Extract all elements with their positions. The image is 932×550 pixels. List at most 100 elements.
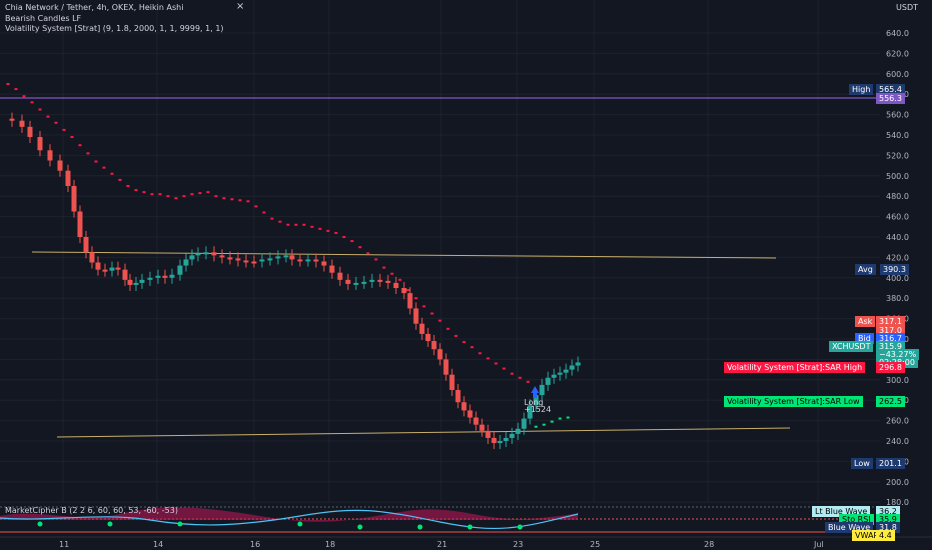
- candle[interactable]: [497, 435, 503, 450]
- candle[interactable]: [133, 276, 139, 291]
- candle[interactable]: [139, 273, 145, 289]
- candle[interactable]: [345, 273, 351, 290]
- candle[interactable]: [491, 431, 497, 450]
- candle[interactable]: [377, 273, 383, 287]
- candle[interactable]: [443, 353, 449, 381]
- candle[interactable]: [551, 368, 557, 384]
- candle[interactable]: [361, 275, 367, 289]
- candle[interactable]: [57, 154, 63, 177]
- candle[interactable]: [297, 253, 303, 267]
- candle[interactable]: [77, 205, 83, 244]
- candle[interactable]: [569, 359, 575, 376]
- high-line-price-tag: 556.3: [876, 93, 905, 104]
- osc-wave-red: [0, 507, 579, 522]
- candle[interactable]: [177, 259, 183, 281]
- candle[interactable]: [385, 274, 391, 289]
- resistance-trend-line[interactable]: [31, 251, 777, 259]
- candle[interactable]: [71, 180, 77, 218]
- candle[interactable]: [189, 249, 195, 266]
- candle[interactable]: [162, 269, 168, 284]
- candle[interactable]: [485, 424, 491, 444]
- candle[interactable]: [37, 131, 43, 157]
- candle[interactable]: [195, 247, 201, 262]
- candle[interactable]: [527, 399, 533, 425]
- support-trend-line[interactable]: [56, 427, 791, 438]
- candle[interactable]: [329, 259, 335, 279]
- candle[interactable]: [243, 254, 249, 268]
- sar-high-dot: [414, 297, 418, 300]
- candle[interactable]: [503, 431, 509, 447]
- candle[interactable]: [95, 256, 101, 276]
- candle[interactable]: [65, 164, 71, 192]
- candle[interactable]: [407, 287, 413, 315]
- candle[interactable]: [115, 261, 121, 276]
- candle[interactable]: [461, 396, 467, 417]
- candle[interactable]: [89, 246, 95, 269]
- vwap-value-tag: 4.4: [876, 530, 895, 541]
- marketcipher-panel[interactable]: [0, 503, 880, 536]
- candle[interactable]: [425, 327, 431, 348]
- legend-indicator-2[interactable]: Volatility System [Strat] (9, 1.8, 2000,…: [5, 24, 224, 33]
- candle[interactable]: [183, 253, 189, 272]
- candle[interactable]: [509, 427, 515, 444]
- sar-high-dot: [510, 372, 514, 375]
- candle[interactable]: [545, 371, 551, 391]
- candle[interactable]: [305, 253, 311, 267]
- candle[interactable]: [275, 250, 281, 265]
- legend-indicator-1[interactable]: Bearish Candles LF: [5, 13, 82, 23]
- candle[interactable]: [431, 335, 437, 356]
- candle[interactable]: [575, 356, 581, 372]
- candle[interactable]: [155, 269, 161, 284]
- candle[interactable]: [539, 378, 545, 402]
- candle[interactable]: [521, 412, 527, 435]
- candle[interactable]: [235, 252, 241, 267]
- candle[interactable]: [369, 273, 375, 288]
- candle[interactable]: [515, 422, 521, 440]
- candle[interactable]: [169, 268, 175, 284]
- candle[interactable]: [27, 120, 33, 144]
- candle[interactable]: [19, 114, 25, 133]
- candle[interactable]: [127, 273, 133, 291]
- legend-symbol-line[interactable]: Chia Network / Tether, 4h, OKEX, Heikin …: [5, 3, 184, 12]
- candle[interactable]: [563, 363, 569, 379]
- candle[interactable]: [147, 271, 153, 286]
- candle[interactable]: [211, 246, 217, 262]
- candle[interactable]: [337, 266, 343, 286]
- candle[interactable]: [83, 231, 89, 259]
- candle[interactable]: [203, 246, 209, 260]
- candle[interactable]: [479, 418, 485, 437]
- candle[interactable]: [467, 404, 473, 424]
- candle[interactable]: [313, 253, 319, 268]
- oscillator-title[interactable]: MarketCipher B (2 2 6, 60, 60, 53, -60, …: [5, 506, 178, 515]
- candle[interactable]: [289, 249, 295, 266]
- candle[interactable]: [473, 411, 479, 431]
- currency-label[interactable]: USDT: [896, 3, 918, 12]
- candle[interactable]: [401, 282, 407, 300]
- sar-high-dot: [342, 236, 346, 238]
- candle[interactable]: [393, 276, 399, 294]
- candle[interactable]: [47, 144, 53, 167]
- candle[interactable]: [321, 255, 327, 272]
- candle[interactable]: [227, 251, 233, 265]
- bid-label-tag: Bid: [855, 333, 874, 344]
- candle[interactable]: [455, 384, 461, 409]
- candle[interactable]: [413, 302, 419, 330]
- candle[interactable]: [109, 261, 115, 277]
- candle[interactable]: [449, 368, 455, 396]
- high-label-tag: High: [849, 84, 874, 95]
- candle[interactable]: [102, 263, 108, 277]
- candle[interactable]: [267, 252, 273, 266]
- candle[interactable]: [9, 112, 15, 127]
- candle[interactable]: [353, 276, 359, 290]
- candle[interactable]: [122, 263, 128, 286]
- candle[interactable]: [219, 249, 225, 264]
- candle[interactable]: [419, 317, 425, 340]
- close-icon[interactable]: ×: [236, 1, 245, 12]
- sar-high-dot: [446, 327, 450, 330]
- candle[interactable]: [557, 366, 563, 381]
- candle[interactable]: [283, 249, 289, 263]
- candle[interactable]: [437, 343, 443, 366]
- candle[interactable]: [251, 255, 257, 268]
- candle[interactable]: [259, 253, 265, 268]
